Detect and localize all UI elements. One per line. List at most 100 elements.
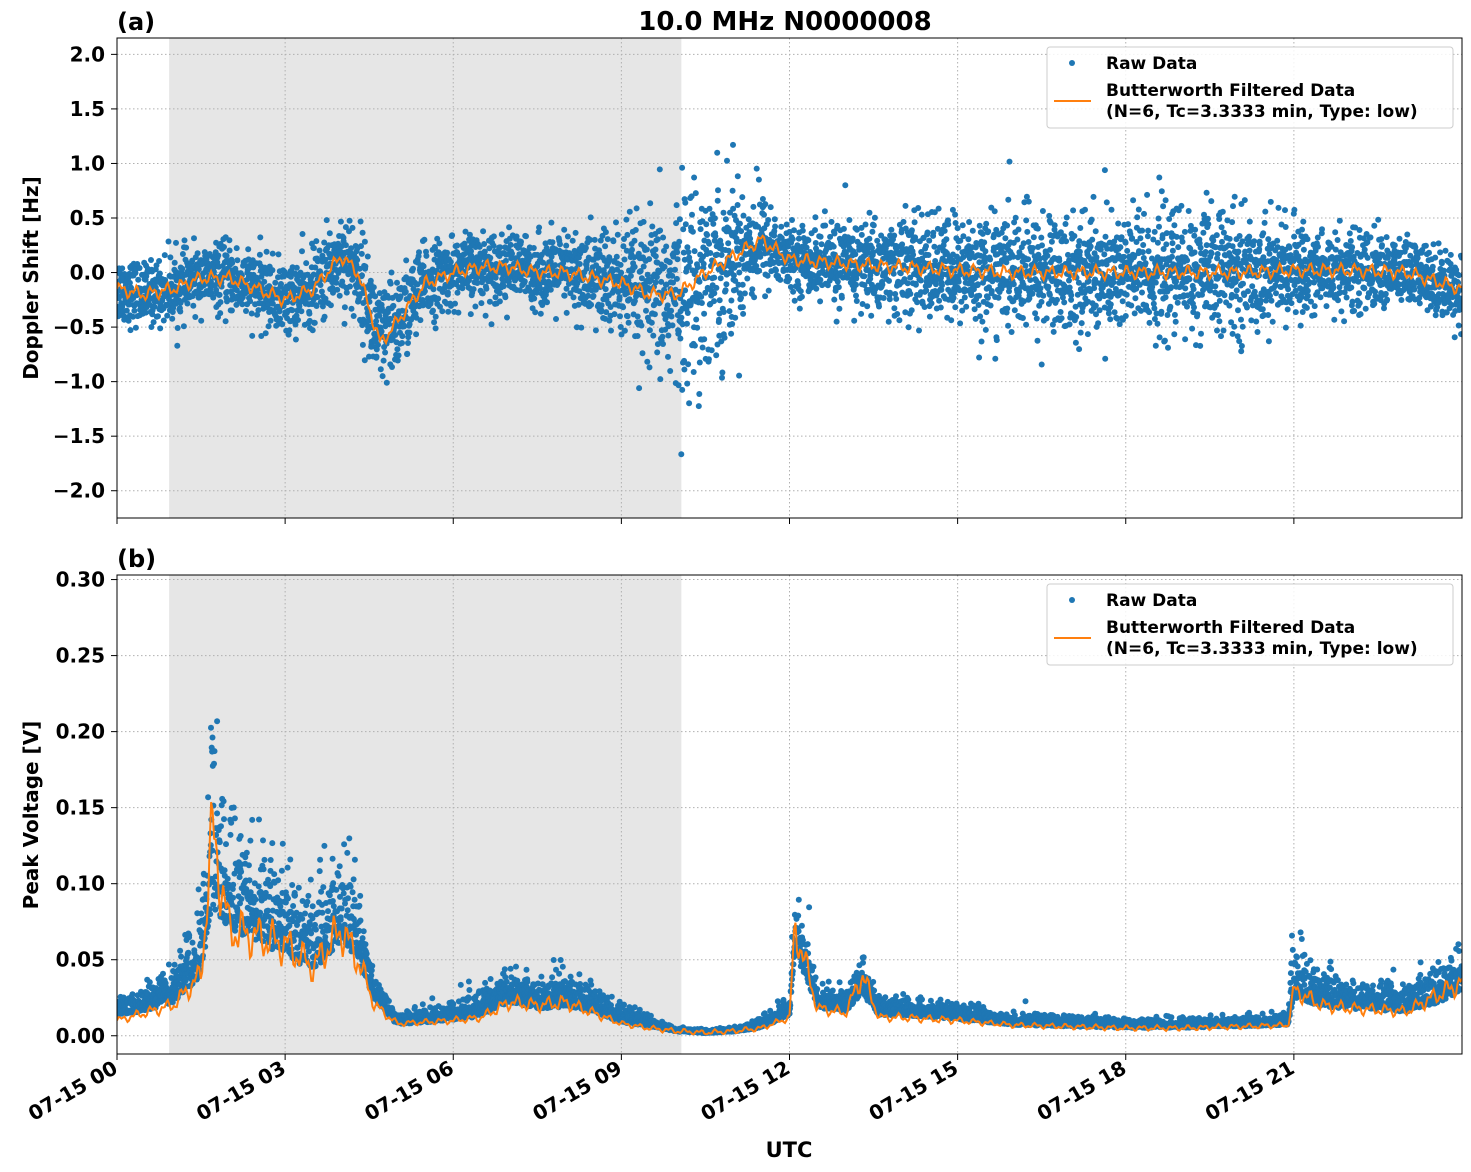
raw-data-point [1346, 230, 1353, 237]
raw-data-point [644, 358, 651, 365]
raw-data-point [1087, 243, 1094, 250]
raw-data-point [995, 294, 1002, 301]
raw-data-point [1134, 214, 1141, 221]
raw-data-point [1371, 300, 1378, 307]
raw-data-point [1072, 303, 1079, 310]
raw-data-point [1383, 234, 1390, 241]
raw-data-point [623, 247, 630, 254]
raw-data-point [747, 240, 754, 247]
raw-data-point [444, 289, 451, 296]
raw-data-point [1268, 297, 1275, 304]
raw-data-point [389, 364, 395, 370]
raw-data-point [718, 252, 725, 258]
raw-data-point [684, 244, 691, 251]
raw-data-point [1253, 318, 1260, 325]
raw-data-point [261, 278, 268, 285]
raw-data-point [506, 224, 513, 231]
raw-data-point [313, 303, 320, 309]
raw-data-point [1361, 246, 1368, 253]
raw-data-point [1189, 325, 1196, 332]
raw-data-point [1101, 251, 1108, 258]
raw-data-point [728, 330, 735, 337]
raw-data-point [171, 259, 178, 266]
raw-data-point [190, 302, 197, 309]
raw-data-point [1181, 228, 1188, 235]
raw-data-point [552, 262, 559, 269]
raw-data-point [1171, 311, 1178, 318]
raw-data-point [844, 254, 851, 261]
raw-data-point [689, 211, 695, 218]
raw-data-point [739, 281, 746, 288]
raw-data-point [867, 272, 874, 279]
raw-data-point [454, 242, 461, 249]
raw-data-point [1022, 262, 1029, 269]
raw-data-point [1039, 242, 1045, 249]
raw-data-point [1367, 234, 1374, 241]
raw-data-point [680, 226, 687, 233]
raw-data-point [890, 270, 897, 277]
raw-data-point [1077, 329, 1084, 336]
raw-data-point [670, 279, 676, 286]
raw-data-point [292, 336, 299, 343]
raw-data-point [449, 232, 456, 239]
raw-data-point [817, 276, 824, 283]
raw-data-point [1025, 198, 1032, 205]
raw-data-point [966, 219, 973, 225]
raw-data-point [746, 229, 753, 236]
raw-data-point [567, 290, 574, 297]
panel-a: (a) Doppler Shift [Hz] [19, 8, 155, 380]
raw-data-point [423, 252, 430, 259]
raw-data-point [1149, 283, 1156, 290]
raw-data-point [699, 344, 706, 351]
raw-data-point [692, 190, 699, 197]
raw-data-point [1179, 238, 1186, 245]
raw-data-point [926, 237, 933, 244]
raw-data-point [1260, 254, 1267, 261]
raw-data-point [1246, 247, 1253, 254]
raw-data-point [1262, 208, 1269, 215]
raw-data-point [631, 263, 638, 270]
raw-data-point [1221, 292, 1228, 299]
raw-data-point [405, 334, 412, 341]
raw-data-point [482, 312, 489, 319]
raw-data-point [635, 250, 642, 257]
raw-data-point [912, 234, 919, 241]
raw-data-point [572, 229, 579, 236]
raw-data-point [1093, 254, 1100, 261]
raw-data-point [959, 307, 966, 314]
raw-data-point [1109, 290, 1116, 297]
raw-data-point [358, 243, 364, 250]
raw-data-point [672, 266, 678, 273]
raw-data-point [509, 250, 515, 257]
raw-data-point [935, 205, 942, 212]
raw-data-point [937, 304, 944, 311]
raw-data-point [932, 258, 939, 264]
raw-data-point [1208, 198, 1215, 205]
raw-data-point [983, 220, 990, 227]
raw-data-point [957, 237, 964, 244]
raw-data-point [1151, 294, 1157, 301]
raw-data-point [512, 276, 519, 283]
raw-data-point [1171, 331, 1178, 338]
raw-data-point [1029, 290, 1036, 297]
raw-data-point [517, 287, 523, 294]
raw-data-point [1356, 290, 1362, 297]
raw-data-point [1288, 300, 1295, 307]
raw-data-point [1120, 253, 1127, 260]
raw-data-point [682, 199, 689, 206]
raw-data-point [183, 244, 190, 251]
raw-data-point [1243, 256, 1250, 263]
raw-data-point [1194, 311, 1201, 318]
raw-data-point [1162, 294, 1169, 301]
raw-data-point [1238, 343, 1245, 349]
raw-data-point [904, 280, 911, 287]
raw-data-point [1362, 305, 1369, 312]
raw-data-point [287, 273, 294, 280]
raw-data-point [1076, 346, 1083, 353]
raw-data-point [547, 286, 554, 293]
raw-data-point [532, 309, 539, 316]
raw-data-point [1089, 236, 1096, 243]
raw-data-point [518, 238, 524, 245]
raw-data-point [1101, 167, 1108, 174]
raw-data-point [604, 236, 611, 243]
